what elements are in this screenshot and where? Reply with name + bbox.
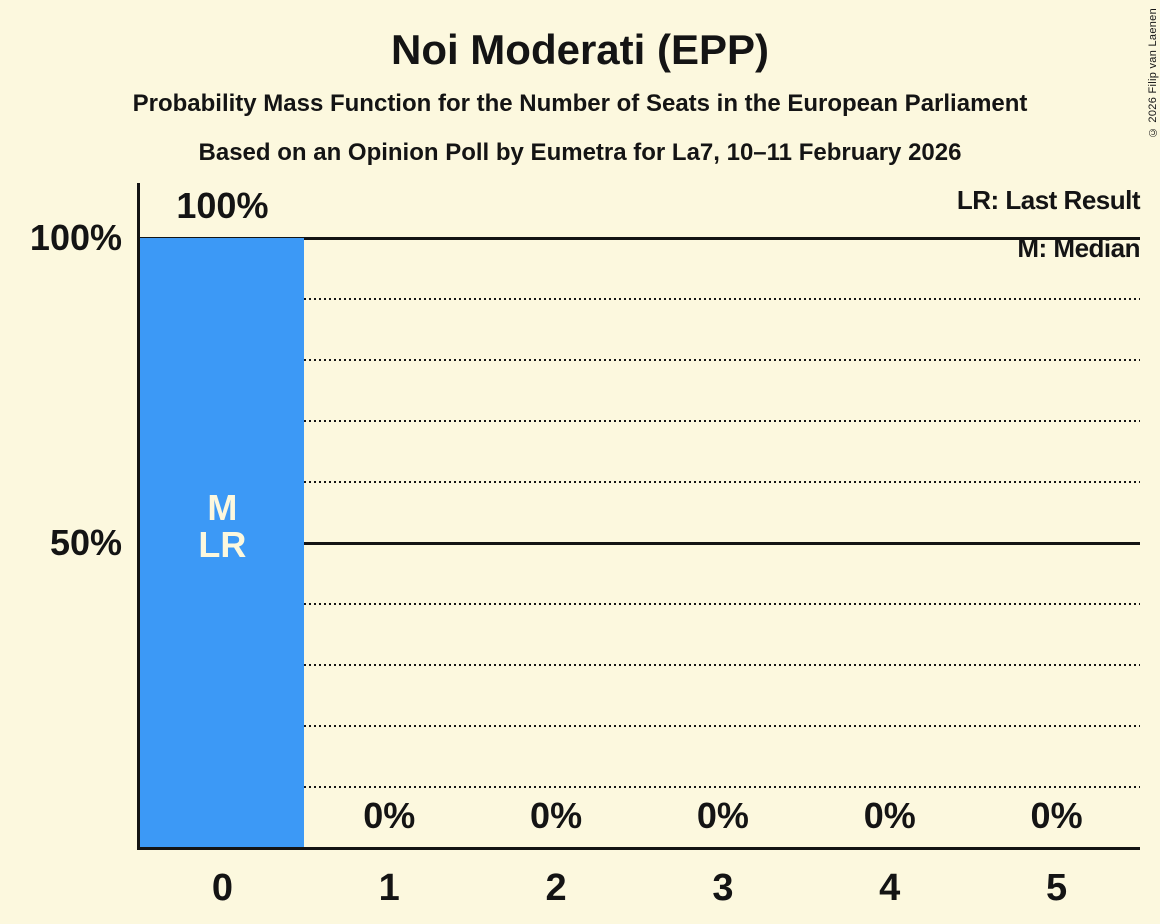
- chart-subtitle: Probability Mass Function for the Number…: [132, 90, 1028, 117]
- x-tick-label-seats-5: 5: [1046, 867, 1068, 909]
- bar-value-label-seats-2: 0%: [530, 795, 583, 836]
- bar-value-label-seats-4: 0%: [863, 795, 916, 836]
- gridline-dotted-20pct: [139, 725, 1140, 727]
- y-tick-label: 50%: [49, 522, 122, 563]
- bar-value-label-seats-0: 100%: [176, 185, 269, 226]
- gridline-dotted-80pct: [139, 359, 1140, 361]
- bar-value-label-seats-5: 0%: [1030, 795, 1083, 836]
- gridline-dotted-90pct: [139, 298, 1140, 300]
- bar-value-label-seats-3: 0%: [696, 795, 749, 836]
- gridline-solid-100pct: [139, 236, 1140, 240]
- chart-title: Noi Moderati (EPP): [390, 26, 770, 73]
- legend-last-result: LR: Last Result: [956, 185, 1141, 215]
- gridline-dotted-40pct: [139, 603, 1140, 605]
- y-tick-label: 100%: [29, 217, 122, 258]
- y-axis-line: [137, 183, 140, 850]
- bar-seats-0: [140, 238, 305, 848]
- x-tick-label-seats-1: 1: [378, 867, 400, 909]
- gridline-dotted-70pct: [139, 420, 1140, 422]
- x-axis-line: [137, 846, 1140, 850]
- gridline-dotted-30pct: [139, 664, 1140, 666]
- gridline-solid-50pct: [139, 541, 1140, 545]
- bar-value-label-seats-1: 0%: [363, 795, 416, 836]
- x-tick-label-seats-0: 0: [211, 867, 233, 909]
- x-tick-label-seats-4: 4: [879, 867, 901, 909]
- last-result-marker: LR: [198, 524, 247, 565]
- gridline-dotted-10pct: [139, 786, 1140, 788]
- gridline-dotted-60pct: [139, 481, 1140, 483]
- chart-source-line: Based on an Opinion Poll by Eumetra for …: [198, 139, 962, 166]
- x-tick-label-seats-2: 2: [545, 867, 567, 909]
- median-lastresult-label: M LR: [140, 238, 304, 848]
- median-marker: M: [207, 487, 238, 528]
- x-tick-label-seats-3: 3: [712, 867, 734, 909]
